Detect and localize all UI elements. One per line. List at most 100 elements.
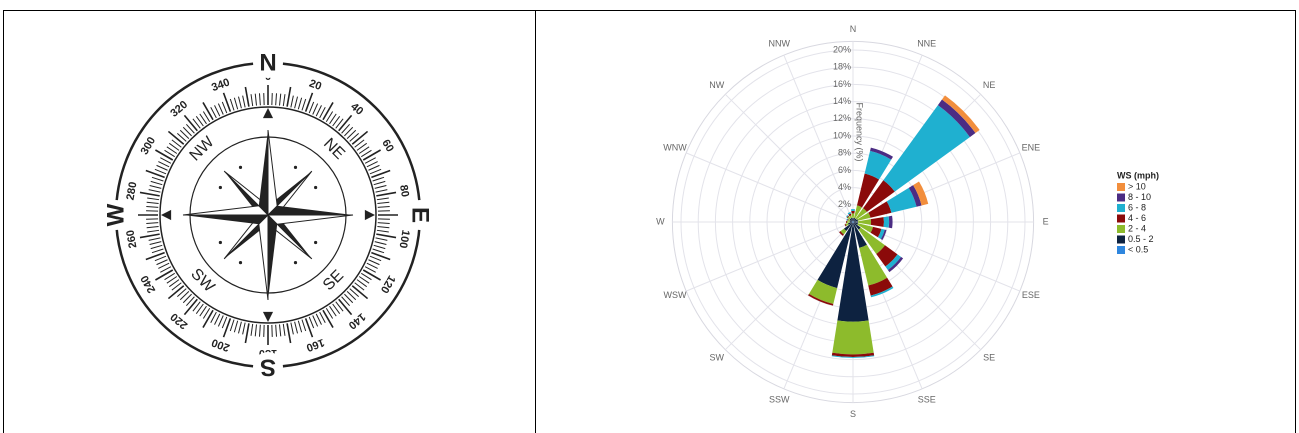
spoke [724,221,854,351]
rose-segment [883,105,970,192]
compass-dot [314,185,318,190]
compass-tick [371,251,391,261]
rose-segment [846,215,849,218]
compass-tick [177,132,187,142]
rose-segment [846,218,848,221]
compass-dot [238,165,243,169]
compass-tick [258,324,261,337]
compass-pointer [364,209,375,221]
legend-label: < 0.5 [1128,244,1148,254]
compass-tick [344,293,354,304]
rose-segment [883,216,890,228]
intercardinal-label: SE [320,267,347,294]
compass-tick [139,233,160,239]
direction-label: SSW [769,394,790,404]
cardinal-label: W [102,203,129,226]
rose-segment [853,222,854,223]
rose-segment [853,219,859,222]
compass-tick [364,266,376,273]
rose-segment [849,218,853,222]
degree-label: 120 [378,273,398,295]
rose-segment [845,223,849,227]
compass-tick [349,132,359,142]
compass-tick [164,272,175,281]
cardinal-label: E [407,207,434,223]
rose-segment [831,352,875,358]
direction-label: S [850,409,856,419]
compass-dot [218,240,222,245]
compass-tick [238,96,242,109]
compass-tick [282,94,286,107]
compass-tick [374,185,387,189]
compass-tick [362,149,381,161]
rose-segment [858,227,886,255]
compass-tick [290,322,294,335]
compass-tick [356,279,367,288]
compass-tick [286,86,292,107]
compass-tick [322,309,334,328]
spoke [685,221,854,292]
compass-tick [139,191,160,197]
compass-tick [329,305,337,317]
compass-tick [358,276,370,284]
rose-segment [885,254,902,271]
compass-tick [338,298,353,316]
compass-tick [164,149,175,158]
compass-tick [217,315,224,327]
compass-tick [374,241,387,245]
compass-tick [179,129,190,139]
r-tick-label: 12% [833,113,851,123]
rose-segment [863,180,895,212]
r-tick-label: 8% [838,148,851,158]
direction-label: NE [983,80,996,90]
compass-tick [214,105,221,117]
compass-tick [233,97,239,110]
compass-tick [250,94,254,107]
compass-tick [148,237,161,241]
compass-tick [145,251,165,261]
compass-tick [167,285,185,300]
compass-tick [372,248,385,254]
compass-tick [376,197,389,201]
direction-label: SSE [918,394,936,404]
rose-segment [864,150,892,180]
rose-segment [941,95,980,134]
compass-tick [199,305,207,317]
compass-tick [315,313,322,325]
rose-segment [870,226,882,238]
rose-segment [868,201,892,218]
rose-segment [847,216,851,220]
compass-tick [332,116,341,127]
compass-tick [301,319,307,332]
compass-tick [149,185,162,189]
compass-tick [325,308,334,319]
compass-tick [344,126,354,137]
star-point [268,215,278,300]
compass-tick [368,259,380,266]
rose-segment [846,221,850,223]
cardinal-label: N [259,49,276,76]
degree-label: 160 [305,336,326,354]
compass-tick [146,205,159,208]
compass-tick [169,142,180,151]
r-tick-label: 16% [833,79,851,89]
rose-segment [853,221,859,223]
degree-label: 80 [397,184,411,198]
compass-tick [150,244,163,250]
compass-dot [218,185,222,190]
rose-segment [850,217,853,222]
compass-tick [341,124,351,134]
rose-segment [857,173,880,208]
star-point [183,215,268,225]
rose-segment [849,221,853,223]
r-tick-label: 4% [838,182,851,192]
rose-segment [870,147,893,160]
compass-tick [376,229,389,233]
compass-tick [308,316,315,329]
degree-label: 140 [346,310,368,331]
rose-segment [853,218,857,222]
compass-tick [214,313,221,325]
legend-label: 4 - 6 [1128,213,1146,223]
